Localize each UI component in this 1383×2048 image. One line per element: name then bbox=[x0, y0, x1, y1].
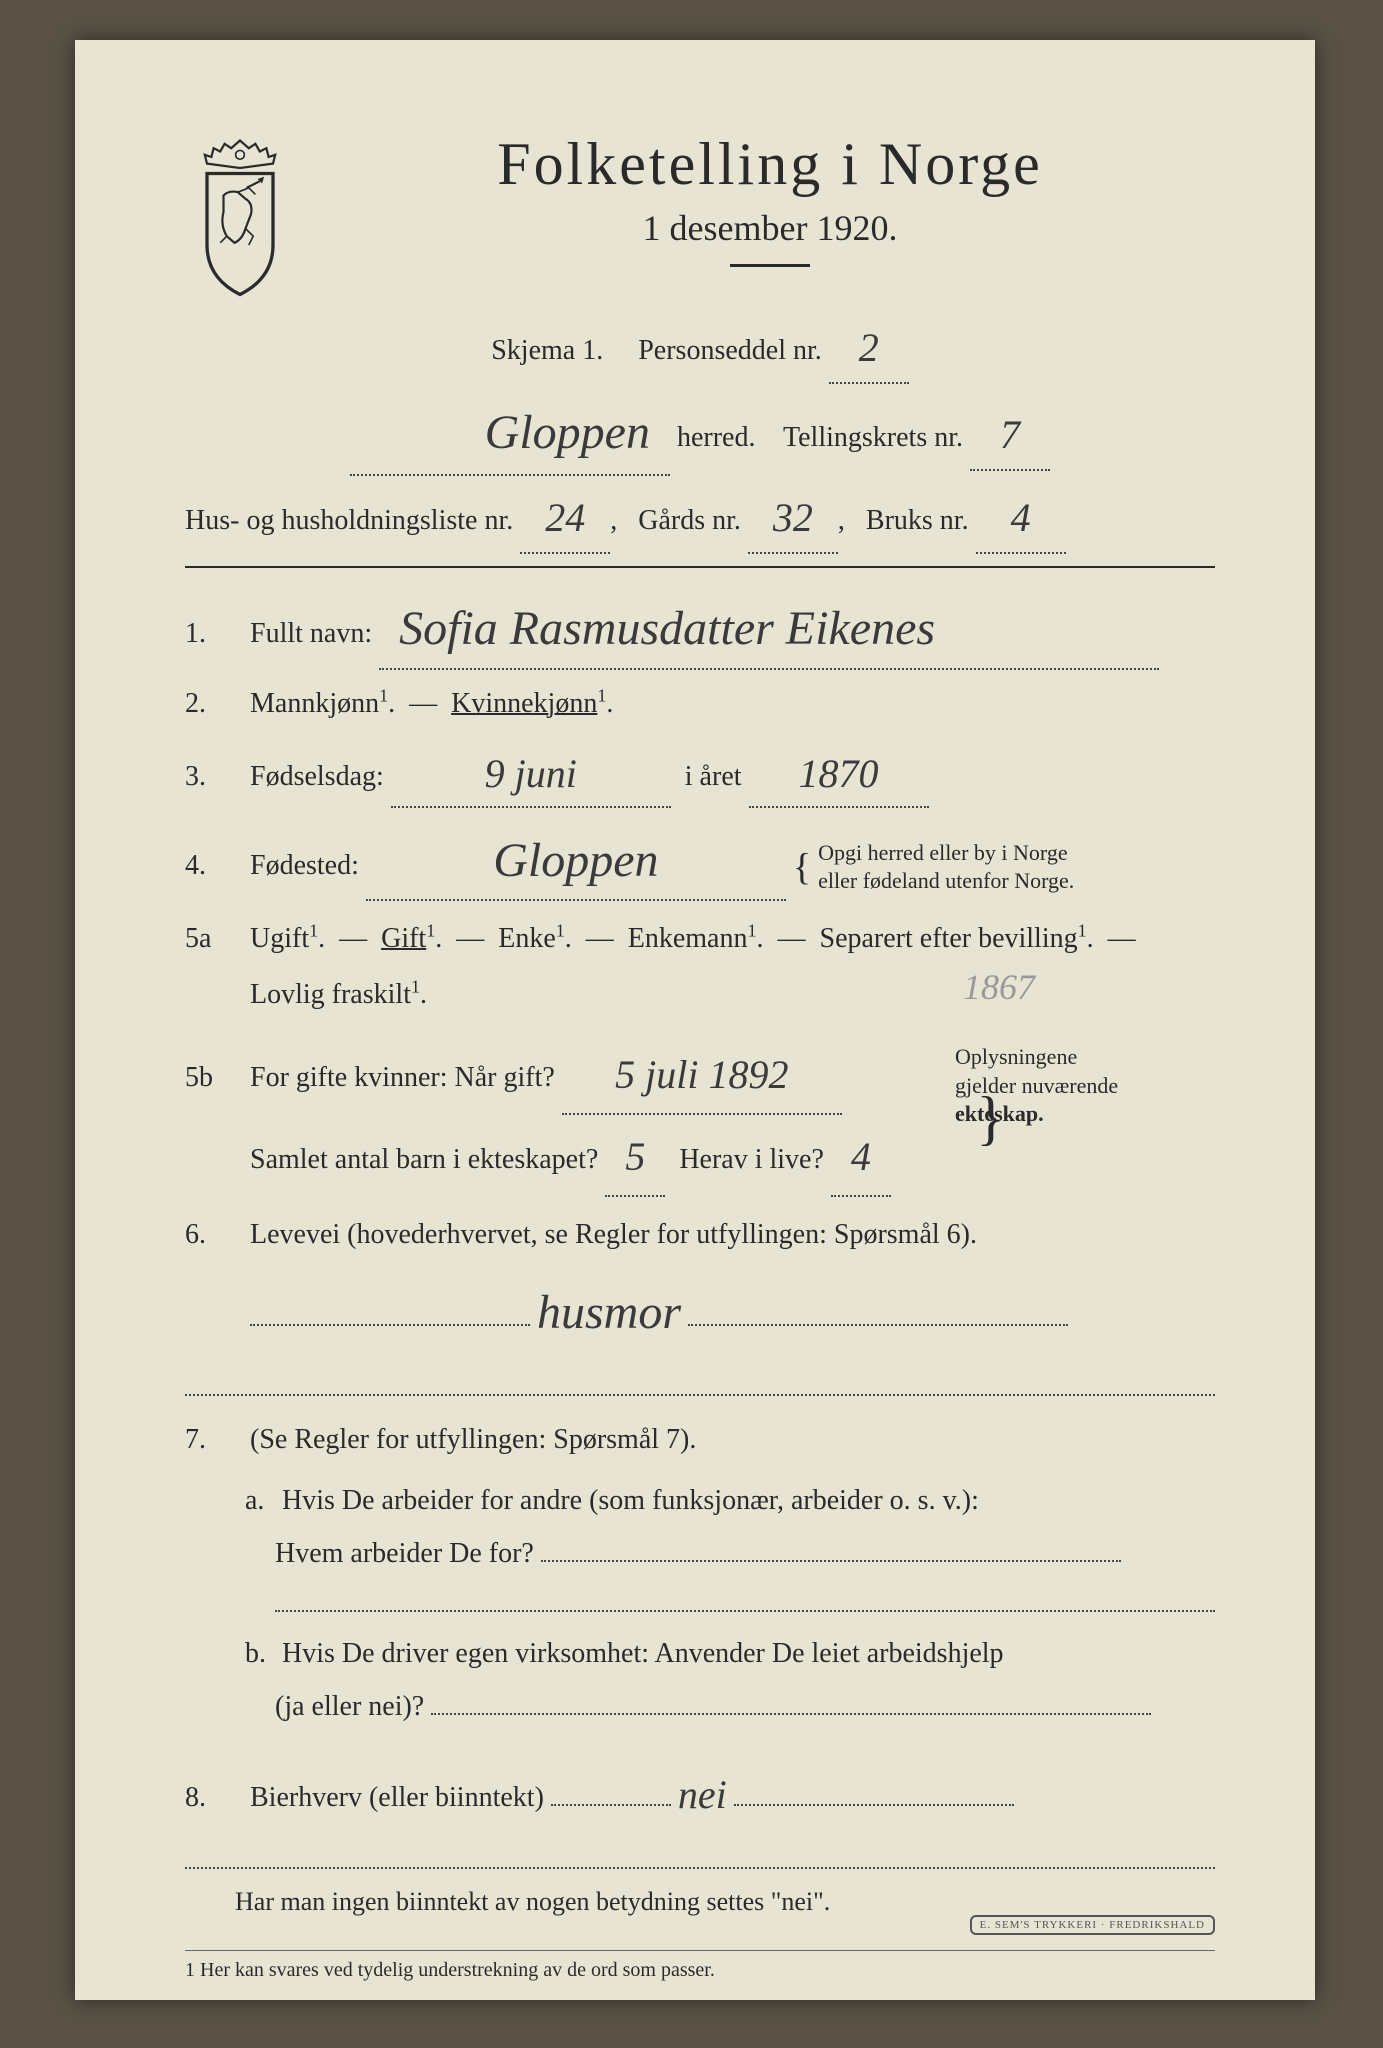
q8-row: 8. Bierhverv (eller biinntekt) nei bbox=[185, 1759, 1215, 1827]
q4-row: 4. Fødested: Gloppen { Opgi herred eller… bbox=[185, 818, 1215, 902]
q7a-letter: a. bbox=[245, 1474, 275, 1527]
herred-value: Gloppen bbox=[485, 406, 650, 459]
q8-label: Bierhverv (eller biinntekt) bbox=[250, 1782, 544, 1813]
q5b-married-value: 5 juli 1892 bbox=[615, 1052, 788, 1097]
q2-female: Kvinnekjønn bbox=[451, 688, 597, 719]
q7b-text2: (ja eller nei)? bbox=[275, 1691, 424, 1722]
personseddel-label: Personseddel nr. bbox=[638, 335, 822, 366]
husliste-value: 24 bbox=[545, 495, 585, 540]
q3-year-label: i året bbox=[685, 761, 742, 792]
coat-of-arms-icon bbox=[185, 135, 295, 300]
q1-row: 1. Fullt navn: Sofia Rasmusdatter Eikene… bbox=[185, 586, 1215, 670]
tellingskrets-value: 7 bbox=[1000, 412, 1020, 457]
q7-row: 7. (Se Regler for utfyllingen: Spørsmål … bbox=[185, 1416, 1215, 1464]
q5a-ugift: Ugift bbox=[250, 923, 309, 954]
q5b-num: 5b bbox=[185, 1062, 230, 1094]
title-divider bbox=[730, 264, 810, 267]
q7a-block: a. Hvis De arbeider for andre (som funks… bbox=[245, 1474, 1215, 1580]
q3-num: 3. bbox=[185, 761, 230, 793]
q1-num: 1. bbox=[185, 618, 230, 650]
footer-note2: 1 Her kan svares ved tydelig understrekn… bbox=[185, 1959, 1215, 1982]
q3-row: 3. Fødselsdag: 9 juni i året 1870 bbox=[185, 738, 1215, 808]
skjema-line: Skjema 1. Personseddel nr. 2 bbox=[185, 310, 1215, 384]
bruks-value: 4 bbox=[1011, 495, 1031, 540]
q5a-row: 5a Ugift1. — Gift1. — Enke1. — Enkemann1… bbox=[185, 911, 1215, 1023]
q2-num: 2. bbox=[185, 688, 230, 720]
q7a-text1: Hvis De arbeider for andre (som funksjon… bbox=[282, 1485, 979, 1516]
bruks-label: Bruks nr. bbox=[866, 505, 969, 536]
q8-num: 8. bbox=[185, 1782, 230, 1814]
q1-value: Sofia Rasmusdatter Eikenes bbox=[399, 602, 935, 655]
q7-num: 7. bbox=[185, 1424, 230, 1456]
printer-stamp: E. SEM'S TRYKKERI · FREDRIKSHALD bbox=[970, 1915, 1215, 1935]
q5b-alive-label: Herav i live? bbox=[679, 1144, 824, 1175]
q7b-letter: b. bbox=[245, 1627, 275, 1680]
census-form-document: Folketelling i Norge 1 desember 1920. Sk… bbox=[75, 40, 1315, 2000]
q4-note2: eller fødeland utenfor Norge. bbox=[818, 868, 1074, 893]
skjema-label: Skjema 1. bbox=[491, 335, 603, 366]
q5a-enke: Enke bbox=[498, 923, 556, 954]
q5a-enkemann: Enkemann bbox=[628, 923, 748, 954]
q2-male: Mannkjønn bbox=[250, 688, 379, 719]
q7b-text1: Hvis De driver egen virksomhet: Anvender… bbox=[282, 1638, 1004, 1669]
q7b-block: b. Hvis De driver egen virksomhet: Anven… bbox=[245, 1627, 1215, 1733]
q5b-side-note: Oplysningene gjelder nuværende ekteskap. bbox=[955, 1043, 1215, 1129]
q7-label: (Se Regler for utfyllingen: Spørsmål 7). bbox=[250, 1424, 696, 1455]
q5a-num: 5a bbox=[185, 923, 230, 955]
q5a-fraskilt: Lovlig fraskilt bbox=[250, 979, 411, 1010]
q5b-children-value: 5 bbox=[625, 1134, 645, 1179]
title-block: Folketelling i Norge 1 desember 1920. bbox=[325, 130, 1215, 292]
section-divider-1 bbox=[185, 566, 1215, 568]
header-block: Folketelling i Norge 1 desember 1920. bbox=[185, 130, 1215, 300]
q5b-row: 5b For gifte kvinner: Når gift? 5 juli 1… bbox=[185, 1033, 1215, 1197]
q1-label: Fullt navn: bbox=[250, 618, 372, 649]
herred-label: herred. bbox=[677, 422, 756, 453]
q4-value: Gloppen bbox=[493, 834, 658, 887]
q7a-text2: Hvem arbeider De for? bbox=[275, 1538, 534, 1569]
q5b-children-label: Samlet antal barn i ekteskapet? bbox=[250, 1144, 598, 1175]
personseddel-value: 2 bbox=[859, 325, 879, 370]
q7a-dotted-line bbox=[275, 1610, 1215, 1612]
herred-line: Gloppen herred. Tellingskrets nr. 7 bbox=[185, 388, 1215, 476]
husliste-label: Hus- og husholdningsliste nr. bbox=[185, 505, 513, 536]
q5a-pencil-note: 1867 bbox=[963, 951, 1035, 1023]
q4-note1: Opgi herred eller by i Norge bbox=[818, 840, 1067, 865]
q8-value: nei bbox=[678, 1772, 727, 1817]
q4-label: Fødested: bbox=[250, 850, 359, 881]
gards-value: 32 bbox=[773, 495, 813, 540]
q5a-gift: Gift bbox=[381, 923, 426, 954]
thin-divider bbox=[185, 1950, 1215, 1951]
husliste-line: Hus- og husholdningsliste nr. 24, Gårds … bbox=[185, 480, 1215, 554]
q5a-separert: Separert efter bevilling bbox=[820, 923, 1078, 954]
q6-row: 6. Levevei (hovederhvervet, se Regler fo… bbox=[185, 1207, 1215, 1359]
q6-value: husmor bbox=[537, 1286, 681, 1339]
q3-label: Fødselsdag: bbox=[250, 761, 384, 792]
q6-label: Levevei (hovederhvervet, se Regler for u… bbox=[250, 1219, 977, 1250]
q5b-married-label: For gifte kvinner: Når gift? bbox=[250, 1062, 555, 1093]
q5b-alive-value: 4 bbox=[851, 1134, 871, 1179]
q6-num: 6. bbox=[185, 1219, 230, 1251]
tellingskrets-label: Tellingskrets nr. bbox=[783, 422, 963, 453]
main-title: Folketelling i Norge bbox=[325, 130, 1215, 199]
dotted-divider-1 bbox=[185, 1394, 1215, 1396]
q3-year-value: 1870 bbox=[799, 751, 879, 796]
q4-num: 4. bbox=[185, 850, 230, 882]
subtitle: 1 desember 1920. bbox=[325, 207, 1215, 249]
gards-label: Gårds nr. bbox=[638, 505, 741, 536]
dotted-divider-2 bbox=[185, 1867, 1215, 1869]
q2-row: 2. Mannkjønn1. — Kvinnekjønn1. bbox=[185, 680, 1215, 728]
q3-day-value: 9 juni bbox=[485, 751, 577, 796]
